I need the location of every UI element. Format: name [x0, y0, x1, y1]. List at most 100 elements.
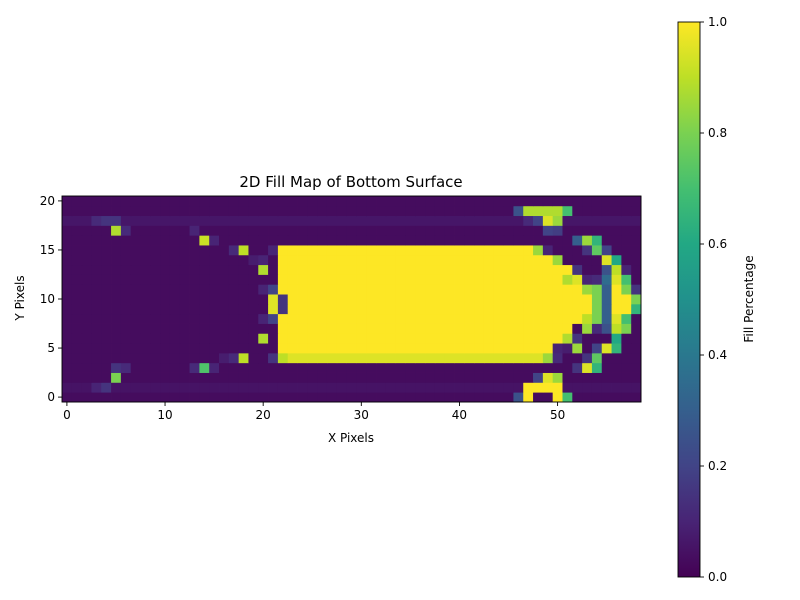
heatmap-cell [552, 323, 563, 334]
heatmap-cell [444, 215, 455, 226]
heatmap-cell [120, 294, 132, 305]
heatmap-cell [287, 196, 298, 207]
heatmap-cell [277, 294, 289, 305]
heatmap-cell [258, 313, 269, 324]
heatmap-cell [611, 215, 622, 226]
heatmap-cell [71, 235, 83, 246]
heatmap-cell [425, 382, 436, 393]
heatmap-cell [91, 323, 102, 334]
heatmap-cell [160, 196, 171, 207]
heatmap-cell [228, 254, 240, 266]
heatmap-cell [552, 264, 563, 275]
heatmap-cell [297, 323, 308, 334]
heatmap-cell [101, 225, 112, 236]
heatmap-cell [385, 196, 397, 207]
heatmap-cell [150, 333, 161, 344]
heatmap-cell [336, 205, 347, 217]
colorbar-tick-label: 0.6 [708, 237, 727, 251]
heatmap-cell [533, 284, 544, 295]
heatmap-cell [101, 382, 112, 393]
heatmap-cell [160, 294, 171, 305]
y-tick-label: 15 [40, 243, 55, 257]
heatmap-cell [582, 343, 593, 354]
heatmap-cell [287, 235, 298, 246]
heatmap-cell [81, 303, 92, 315]
heatmap-cell [631, 264, 642, 275]
heatmap-cell [307, 205, 318, 217]
heatmap-cell [631, 205, 642, 217]
heatmap-cell [228, 284, 240, 295]
heatmap-cell [601, 294, 612, 305]
heatmap-cell [150, 215, 161, 226]
heatmap-cell [356, 205, 367, 217]
heatmap-cell [631, 254, 642, 266]
heatmap-cell [71, 196, 83, 207]
heatmap-cell [120, 274, 132, 285]
heatmap-cell [405, 254, 416, 266]
heatmap-cell [601, 254, 612, 266]
heatmap-cell [91, 264, 102, 275]
heatmap-cell [523, 245, 534, 256]
heatmap-cell [474, 303, 485, 315]
heatmap-cell [307, 264, 318, 275]
heatmap-cell [503, 245, 514, 256]
heatmap-cell [268, 215, 279, 226]
heatmap-cell [277, 303, 289, 315]
heatmap-cell [317, 352, 328, 364]
heatmap-cell [91, 303, 102, 315]
heatmap-cell [111, 215, 122, 226]
heatmap-cell [219, 205, 230, 217]
heatmap-cell [366, 294, 377, 305]
heatmap-cell [62, 343, 73, 354]
heatmap-cell [248, 382, 259, 393]
heatmap-cell [307, 382, 318, 393]
heatmap-cell [150, 245, 161, 256]
heatmap-cell [199, 254, 210, 266]
heatmap-cell [356, 313, 367, 324]
heatmap-cell [189, 245, 200, 256]
heatmap-cell [582, 284, 593, 295]
heatmap-cell [376, 333, 387, 344]
heatmap-cell [395, 196, 406, 207]
heatmap-cell [562, 362, 573, 373]
heatmap-cell [434, 196, 446, 207]
heatmap-cell [238, 313, 249, 324]
heatmap-cell [493, 274, 505, 285]
heatmap-cell [405, 294, 416, 305]
heatmap-cell [366, 196, 377, 207]
heatmap-cell [601, 313, 612, 324]
heatmap-cell [317, 294, 328, 305]
heatmap-cell [533, 343, 544, 354]
heatmap-cell [277, 372, 289, 383]
heatmap-cell [366, 254, 377, 266]
heatmap-cell [130, 225, 141, 236]
heatmap-cell [483, 264, 495, 275]
heatmap-cell [228, 333, 240, 344]
heatmap-cell [130, 254, 141, 266]
heatmap-cell [228, 352, 240, 364]
heatmap-cell [101, 235, 112, 246]
heatmap-cell [169, 264, 181, 275]
heatmap-cell [454, 313, 465, 324]
heatmap-cell [454, 215, 465, 226]
heatmap-cell [591, 333, 603, 344]
heatmap-cell [405, 303, 416, 315]
heatmap-cell [493, 294, 505, 305]
heatmap-cell [425, 313, 436, 324]
heatmap-cell [91, 382, 102, 393]
heatmap-cell [356, 274, 367, 285]
heatmap-cell [415, 323, 426, 334]
heatmap-cell [62, 245, 73, 256]
heatmap-cell [434, 362, 446, 373]
heatmap-cell [120, 382, 132, 393]
heatmap-cell [444, 196, 455, 207]
heatmap-cell [169, 225, 181, 236]
heatmap-cell [219, 343, 230, 354]
heatmap-cell [425, 333, 436, 344]
heatmap-cell [434, 352, 446, 364]
heatmap-cell [297, 362, 308, 373]
heatmap-cell [130, 294, 141, 305]
heatmap-cell [101, 274, 112, 285]
heatmap-cell [71, 372, 83, 383]
heatmap-cell [631, 274, 642, 285]
